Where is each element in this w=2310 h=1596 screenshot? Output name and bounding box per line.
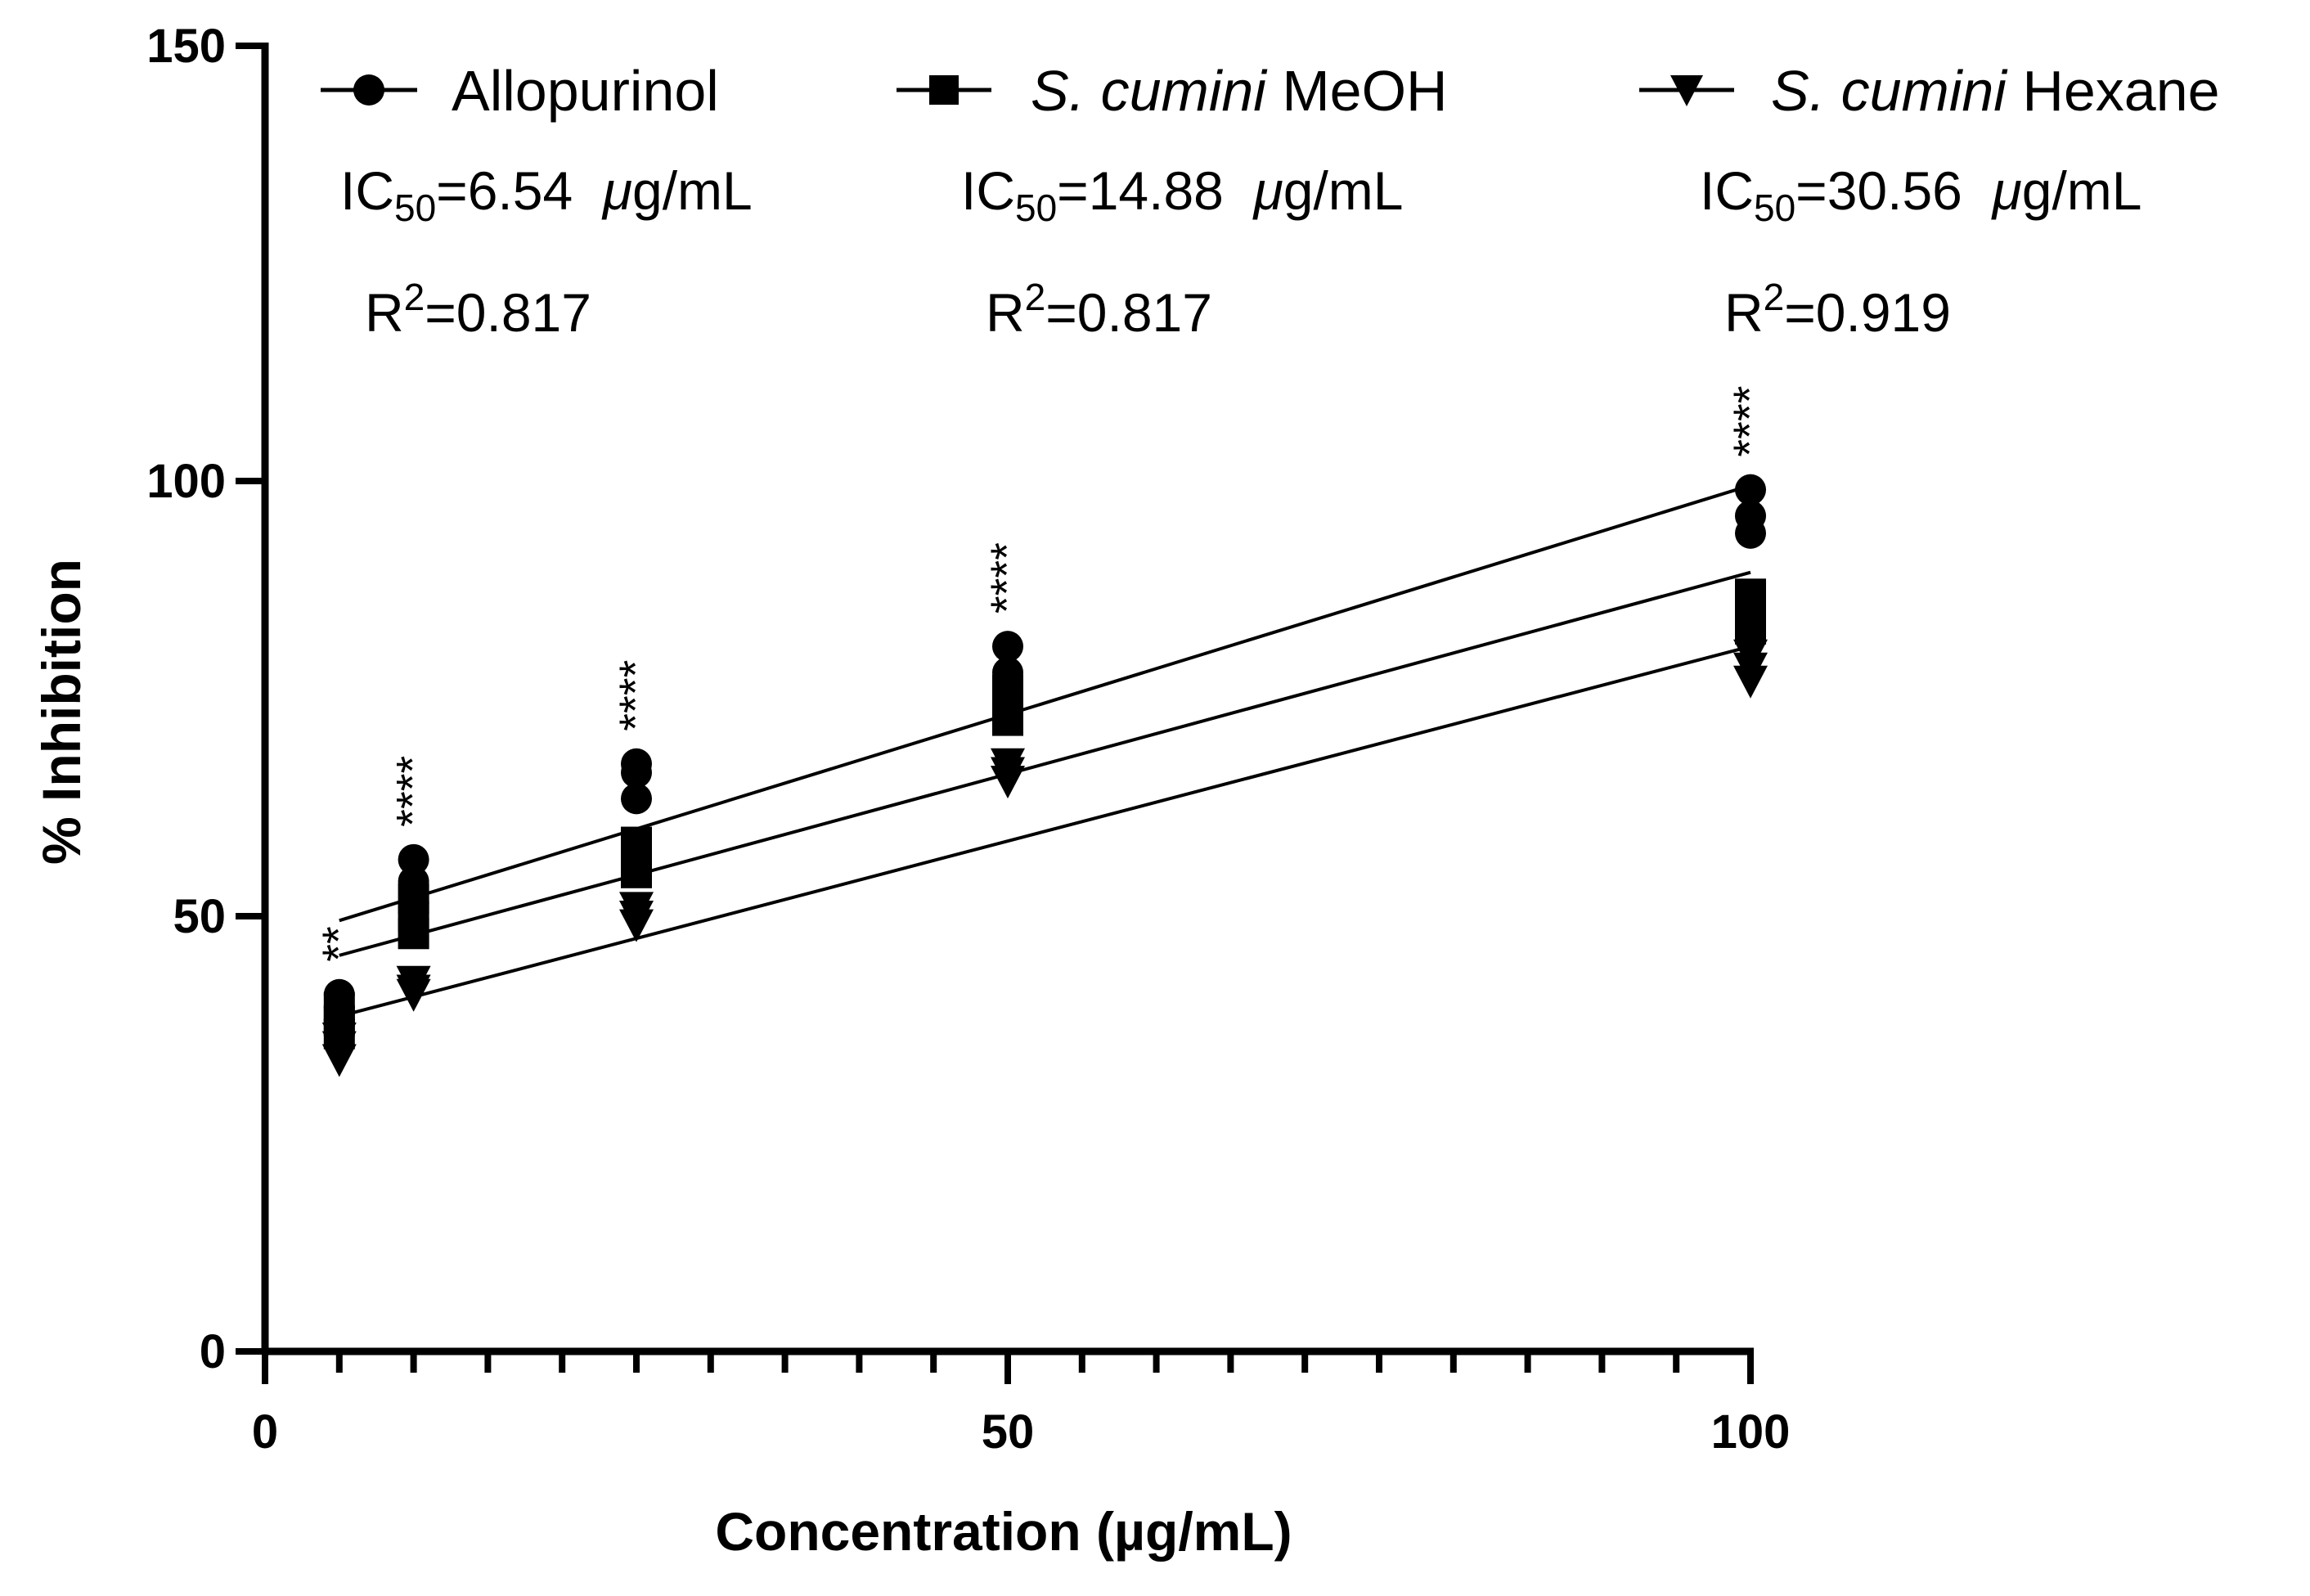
legend-label-hexane: S. cumini Hexane <box>1771 59 2220 123</box>
x-ticks: 0 50 100 <box>252 1351 1791 1459</box>
fit-line-allopurinol <box>339 483 1751 923</box>
legend-item-allopurinol: Allopurinol <box>321 59 719 123</box>
r2-hexane: R2=0.919 <box>1724 276 1951 343</box>
legend-marker-circle <box>353 74 384 106</box>
legend-marker-square <box>929 75 959 105</box>
x-tick-label: 50 <box>982 1405 1035 1459</box>
legend: Allopurinol S. cumini MeOH S. cumini Hex… <box>321 59 2220 123</box>
ic50-hexane: IC50=30.56 μg/mL <box>1700 160 2141 229</box>
data-point-meoh <box>992 704 1023 736</box>
significance-label: **** <box>981 542 1032 614</box>
significance-label: **** <box>1724 385 1775 456</box>
data-point-allopurinol <box>621 783 652 815</box>
r2-meoh: R2=0.817 <box>986 276 1212 343</box>
fit-lines <box>339 483 1751 1018</box>
data-point-hexane <box>1733 665 1768 699</box>
legend-label-meoh: S. cumini MeOH <box>1031 59 1448 123</box>
legend-label-allopurinol: Allopurinol <box>452 59 719 123</box>
y-tick-label: 100 <box>146 455 226 508</box>
r2-allopurinol: R2=0.817 <box>365 276 591 343</box>
x-tick-label: 100 <box>1711 1405 1791 1459</box>
data-markers <box>321 474 1768 1077</box>
data-point-hexane <box>619 909 654 942</box>
data-point-meoh <box>621 856 652 888</box>
y-ticks: 0 50 100 150 <box>146 20 265 1378</box>
legend-item-hexane: S. cumini Hexane <box>1639 59 2220 123</box>
data-point-allopurinol <box>992 678 1023 710</box>
data-point-hexane <box>321 1044 357 1077</box>
data-point-allopurinol <box>1735 474 1766 506</box>
data-point-meoh <box>398 918 429 950</box>
y-tick-label: 150 <box>146 20 226 73</box>
significance-labels: ****************** <box>312 385 1775 961</box>
data-point-allopurinol <box>992 657 1023 689</box>
annotations: IC50=6.54 μg/mL R2=0.817 IC50=14.88 μg/m… <box>340 160 2141 343</box>
data-point-hexane <box>396 978 431 1012</box>
data-point-meoh <box>1735 613 1766 645</box>
legend-item-meoh: S. cumini MeOH <box>897 59 1448 123</box>
data-point-allopurinol <box>398 865 429 897</box>
significance-label: ** <box>312 926 364 962</box>
axes: 0 50 100 150 0 50 100 <box>146 20 1790 1459</box>
data-point-allopurinol <box>398 888 429 919</box>
ic50-allopurinol: IC50=6.54 μg/mL <box>340 160 753 229</box>
data-point-hexane <box>991 766 1025 799</box>
data-point-allopurinol <box>398 843 429 875</box>
fit-line-hexane <box>339 645 1751 1018</box>
legend-marker-triangle-down <box>1670 75 1703 106</box>
data-point-allopurinol <box>1735 517 1766 549</box>
data-point-allopurinol <box>621 757 652 789</box>
data-point-allopurinol <box>323 1005 355 1036</box>
x-axis-title: Concentration (µg/mL) <box>715 1501 1292 1562</box>
ic50-meoh: IC50=14.88 μg/mL <box>961 160 1403 229</box>
y-axis-title: % Inhibition <box>31 559 92 865</box>
y-tick-label: 50 <box>173 890 226 943</box>
x-tick-label: 0 <box>252 1405 278 1459</box>
y-tick-label: 0 <box>200 1325 226 1378</box>
data-point-allopurinol <box>992 631 1023 663</box>
fit-line-meoh <box>339 570 1751 957</box>
significance-label: **** <box>609 660 661 731</box>
significance-label: **** <box>387 756 438 827</box>
